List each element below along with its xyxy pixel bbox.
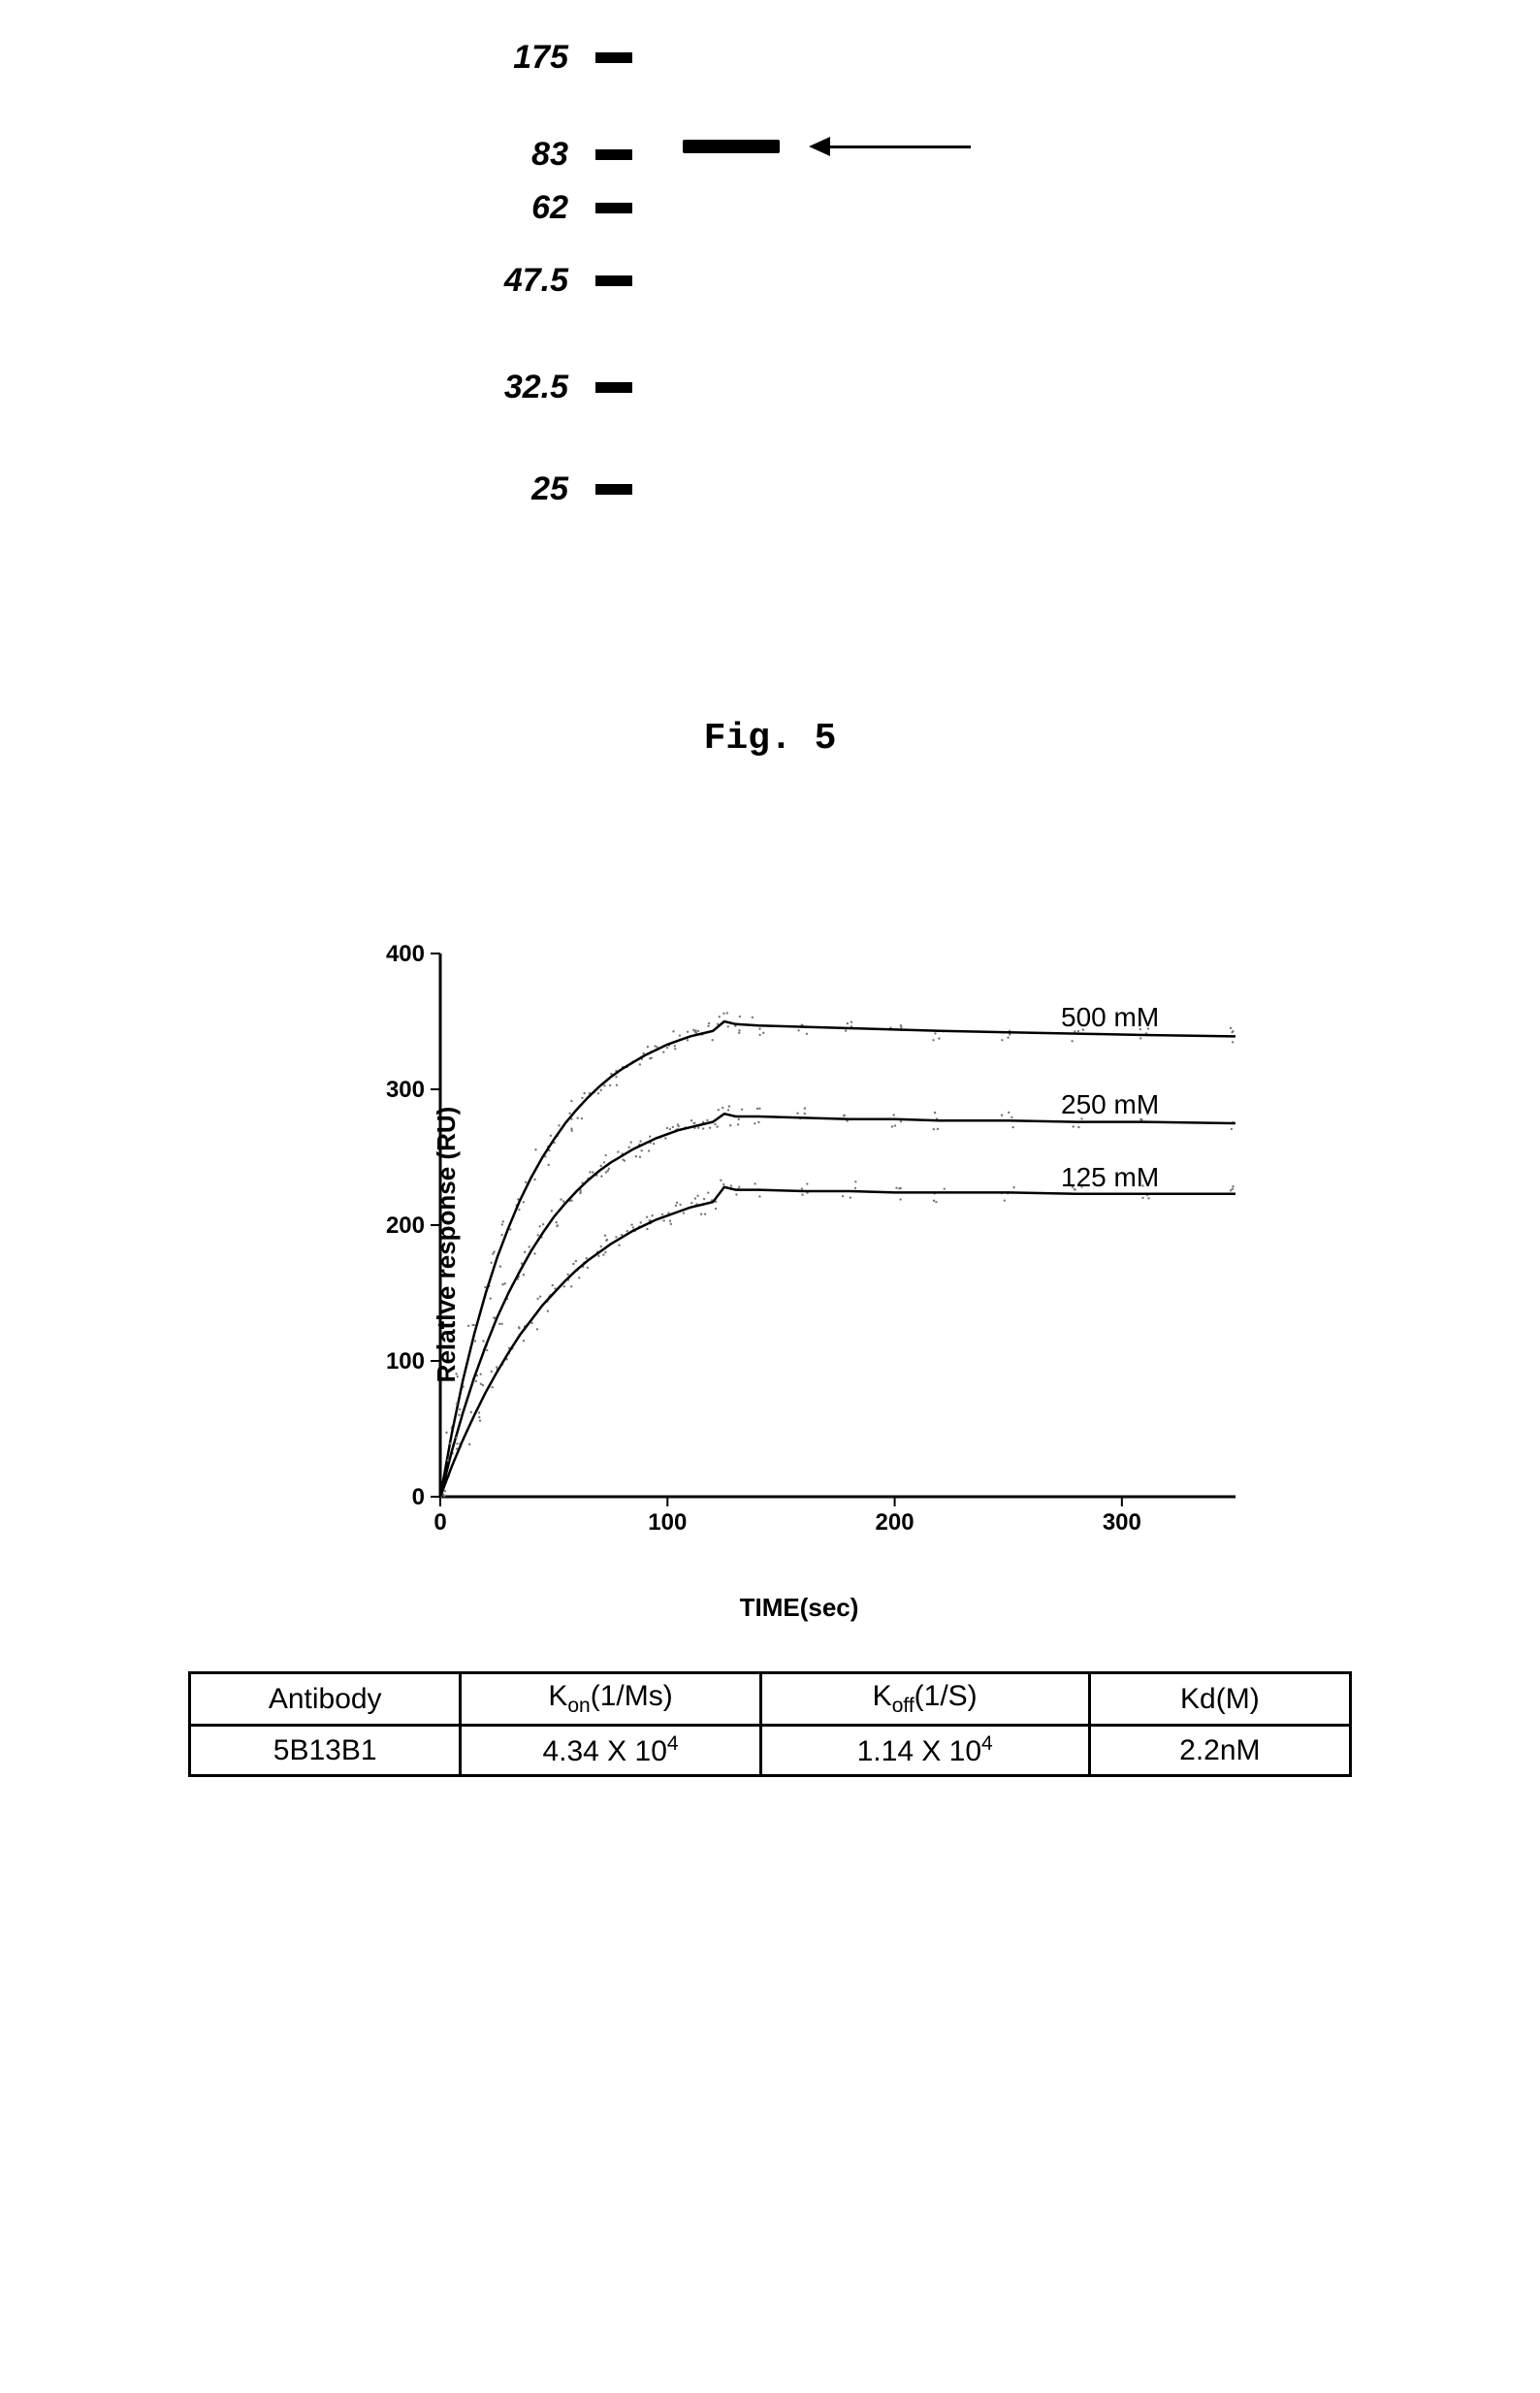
table-row: 5B13B14.34 X 1041.14 X 1042.2nM (190, 1726, 1351, 1776)
mw-marker-row: 32.5 (479, 369, 632, 406)
series-label: 500 mM (1061, 1002, 1159, 1033)
mw-tick (595, 275, 632, 286)
table-body: 5B13B14.34 X 1041.14 X 1042.2nM (190, 1726, 1351, 1776)
table-header-cell: Koff(1/S) (760, 1673, 1089, 1726)
series-label: 125 mM (1061, 1162, 1159, 1193)
mw-marker-row: 175 (479, 39, 632, 77)
table-header-cell: Antibody (190, 1673, 461, 1726)
mw-label: 47.5 (479, 262, 595, 300)
sample-band (683, 140, 780, 153)
mw-tick (595, 203, 632, 213)
y-axis-label: Relative response (RU) (432, 1107, 462, 1383)
spr-chart: Relative response (RU) 0 100 200 300 0 100 200… (305, 934, 1235, 1555)
table-header-row: AntibodyKon(1/Ms)Koff(1/S)Kd(M) (190, 1673, 1351, 1726)
x-axis-label: TIME(sec) (740, 1593, 859, 1623)
mw-tick (595, 484, 632, 495)
mw-label: 83 (479, 136, 595, 174)
mw-label: 175 (479, 39, 595, 77)
mw-tick (595, 149, 632, 160)
mw-marker-row: 25 (479, 470, 632, 508)
mw-marker-row: 47.5 (479, 262, 632, 300)
svg-text:100: 100 (648, 1509, 687, 1536)
arrow-head-icon (809, 137, 830, 156)
svg-text:200: 200 (876, 1509, 914, 1536)
svg-text:400: 400 (386, 941, 425, 967)
table-cell: 4.34 X 104 (461, 1726, 760, 1776)
svg-text:0: 0 (412, 1484, 425, 1510)
svg-text:300: 300 (386, 1077, 425, 1103)
table-cell: 2.2nM (1089, 1726, 1350, 1776)
arrow-shaft (830, 146, 971, 148)
band-indicator-arrow (809, 137, 971, 156)
kinetics-table: AntibodyKon(1/Ms)Koff(1/S)Kd(M) 5B13B14.… (188, 1671, 1352, 1777)
table-cell: 5B13B1 (190, 1726, 461, 1776)
mw-tick (595, 382, 632, 393)
chart-box: Relative response (RU) 0 100 200 300 0 100 200… (363, 934, 1235, 1555)
table-cell: 1.14 X 104 (760, 1726, 1089, 1776)
gel-panel: 175 83 62 47.5 32.5 25 (479, 39, 1061, 582)
mw-label: 25 (479, 470, 595, 508)
mw-label: 32.5 (479, 369, 595, 406)
table-header-cell: Kd(M) (1089, 1673, 1350, 1726)
table-header-cell: Kon(1/Ms) (461, 1673, 760, 1726)
svg-text:300: 300 (1103, 1509, 1141, 1536)
mw-marker-row: 83 (479, 136, 632, 174)
mw-label: 62 (479, 189, 595, 227)
series-label: 250 mM (1061, 1089, 1159, 1120)
svg-text:0: 0 (433, 1509, 446, 1536)
figure-caption: Fig. 5 (29, 718, 1511, 760)
svg-text:200: 200 (386, 1213, 425, 1239)
mw-tick (595, 52, 632, 63)
svg-text:100: 100 (386, 1348, 425, 1374)
mw-marker-row: 62 (479, 189, 632, 227)
